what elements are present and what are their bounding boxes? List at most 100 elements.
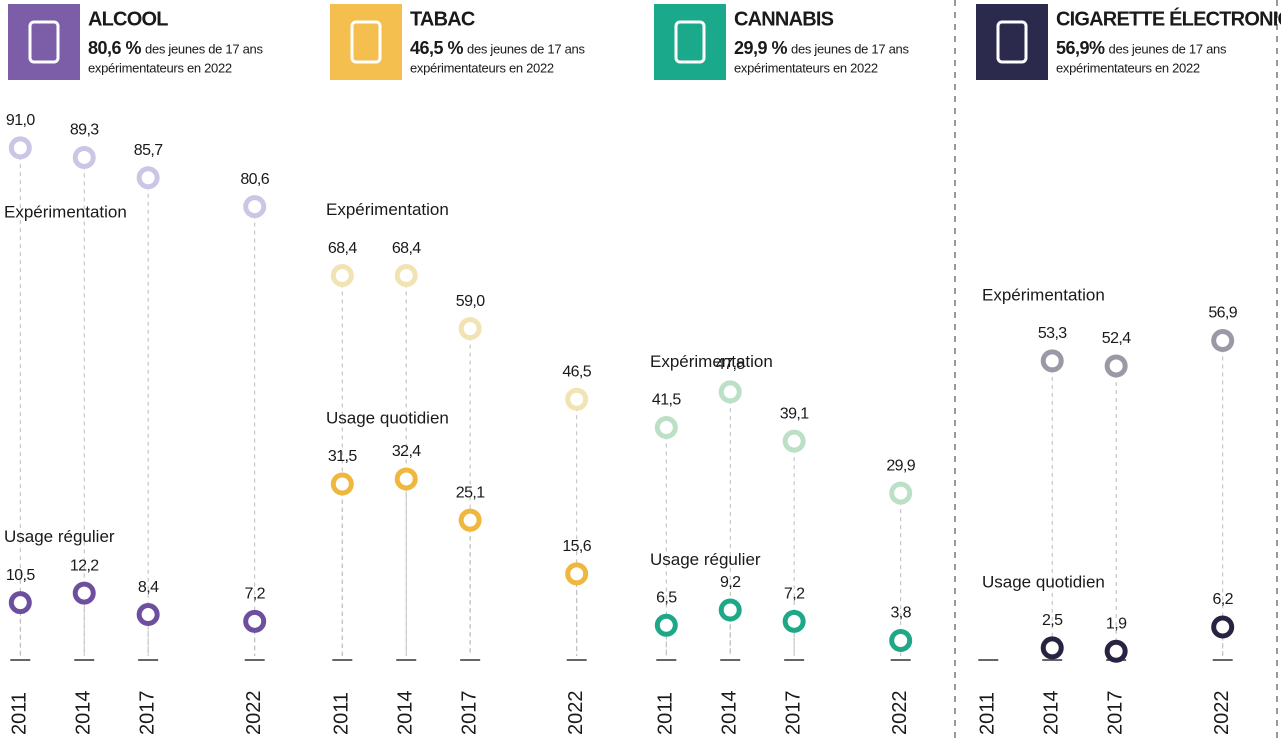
x-tick-label: 2022 — [243, 691, 265, 736]
point — [8, 591, 32, 615]
value-label: 91,0 — [6, 112, 35, 129]
point — [394, 264, 418, 288]
value-label: 7,2 — [244, 586, 265, 603]
x-tick-label: 2014 — [719, 691, 741, 736]
point — [243, 195, 267, 219]
point — [136, 166, 160, 190]
series-label: Expérimentation — [650, 352, 773, 371]
icon-glyph — [674, 20, 706, 64]
point — [8, 136, 32, 160]
value-label: 10,5 — [6, 567, 35, 584]
value-label: 56,9 — [1208, 305, 1237, 322]
x-tick-label: 2011 — [977, 692, 999, 735]
series-label: Usage régulier — [4, 527, 115, 546]
subtitle: expérimentateurs en 2022 — [410, 60, 554, 75]
point — [72, 145, 96, 169]
x-tick-label: 2017 — [136, 691, 158, 736]
value-label: 68,4 — [392, 240, 421, 257]
value-label: 47,8 — [716, 356, 745, 373]
value-label: 8,4 — [138, 579, 159, 596]
x-tick-label: 2022 — [1211, 691, 1233, 736]
value-label: 52,4 — [1102, 330, 1131, 347]
point — [330, 264, 354, 288]
series-label: Usage quotidien — [982, 572, 1105, 591]
panel-title: CANNABIS — [734, 8, 834, 30]
x-tick-label: 2011 — [331, 692, 353, 735]
x-tick-label: 2017 — [1104, 691, 1126, 736]
value-label: 53,3 — [1038, 325, 1067, 342]
panel-title: CIGARETTE ÉLECTRONIQUE — [1056, 7, 1281, 30]
series-label: Expérimentation — [326, 200, 449, 219]
point — [1040, 636, 1064, 660]
value-label: 68,4 — [328, 240, 357, 257]
x-tick-label: 2011 — [655, 692, 677, 735]
panel-title: ALCOOL — [88, 8, 168, 30]
x-tick-label: 2017 — [782, 691, 804, 736]
point — [1104, 354, 1128, 378]
headline: 56,9% — [1056, 38, 1105, 58]
value-label: 31,5 — [328, 448, 357, 465]
value-label: 6,5 — [656, 589, 677, 606]
x-tick-label: 2014 — [395, 691, 417, 736]
point — [718, 598, 742, 622]
point — [782, 609, 806, 633]
series-label: Expérimentation — [4, 202, 127, 221]
point — [136, 603, 160, 627]
point — [1211, 329, 1235, 353]
icon — [976, 4, 1048, 80]
value-label: 7,2 — [784, 586, 805, 603]
point — [889, 481, 913, 505]
subtitle: des jeunes de 17 ans — [791, 41, 909, 56]
panel-title: TABAC — [410, 8, 475, 30]
point — [458, 508, 482, 532]
point — [565, 387, 589, 411]
subtitle: expérimentateurs en 2022 — [1056, 60, 1200, 75]
icon — [8, 4, 80, 80]
icon-glyph — [350, 20, 382, 64]
point — [243, 609, 267, 633]
subtitle: des jeunes de 17 ans — [145, 41, 263, 56]
x-tick-label: 2022 — [565, 691, 587, 736]
point — [458, 317, 482, 341]
point — [72, 581, 96, 605]
value-label: 9,2 — [720, 574, 741, 591]
headline: 80,6 % — [88, 38, 142, 58]
icon-glyph — [28, 20, 60, 64]
subtitle: expérimentateurs en 2022 — [734, 60, 878, 75]
point — [394, 467, 418, 491]
value-label: 15,6 — [562, 538, 591, 555]
subtitle: expérimentateurs en 2022 — [88, 60, 232, 75]
point — [565, 562, 589, 586]
point — [718, 380, 742, 404]
icon-glyph — [996, 20, 1028, 64]
value-label: 46,5 — [562, 363, 591, 380]
point — [330, 472, 354, 496]
series-label: Expérimentation — [982, 285, 1105, 304]
value-label: 2,5 — [1042, 612, 1063, 629]
x-tick-label: 2022 — [889, 691, 911, 736]
value-label: 25,1 — [456, 484, 485, 501]
point — [889, 629, 913, 653]
headline: 29,9 % — [734, 38, 788, 58]
point — [654, 613, 678, 637]
point — [1040, 349, 1064, 373]
value-label: 41,5 — [652, 392, 681, 409]
value-label: 12,2 — [70, 557, 99, 574]
value-label: 85,7 — [134, 142, 163, 159]
value-label: 6,2 — [1212, 591, 1233, 608]
value-label: 1,9 — [1106, 615, 1127, 632]
point — [1211, 615, 1235, 639]
series-label: Usage quotidien — [326, 409, 449, 428]
value-label: 89,3 — [70, 122, 99, 139]
subtitle: des jeunes de 17 ans — [467, 41, 585, 56]
value-label: 3,8 — [890, 605, 911, 622]
x-tick-label: 2011 — [9, 692, 31, 735]
subtitle: des jeunes de 17 ans — [1109, 41, 1227, 56]
value-label: 39,1 — [780, 405, 809, 422]
point — [1104, 639, 1128, 663]
value-label: 29,9 — [886, 457, 915, 474]
icon — [654, 4, 726, 80]
value-label: 80,6 — [240, 171, 269, 188]
x-tick-label: 2014 — [1041, 691, 1063, 736]
